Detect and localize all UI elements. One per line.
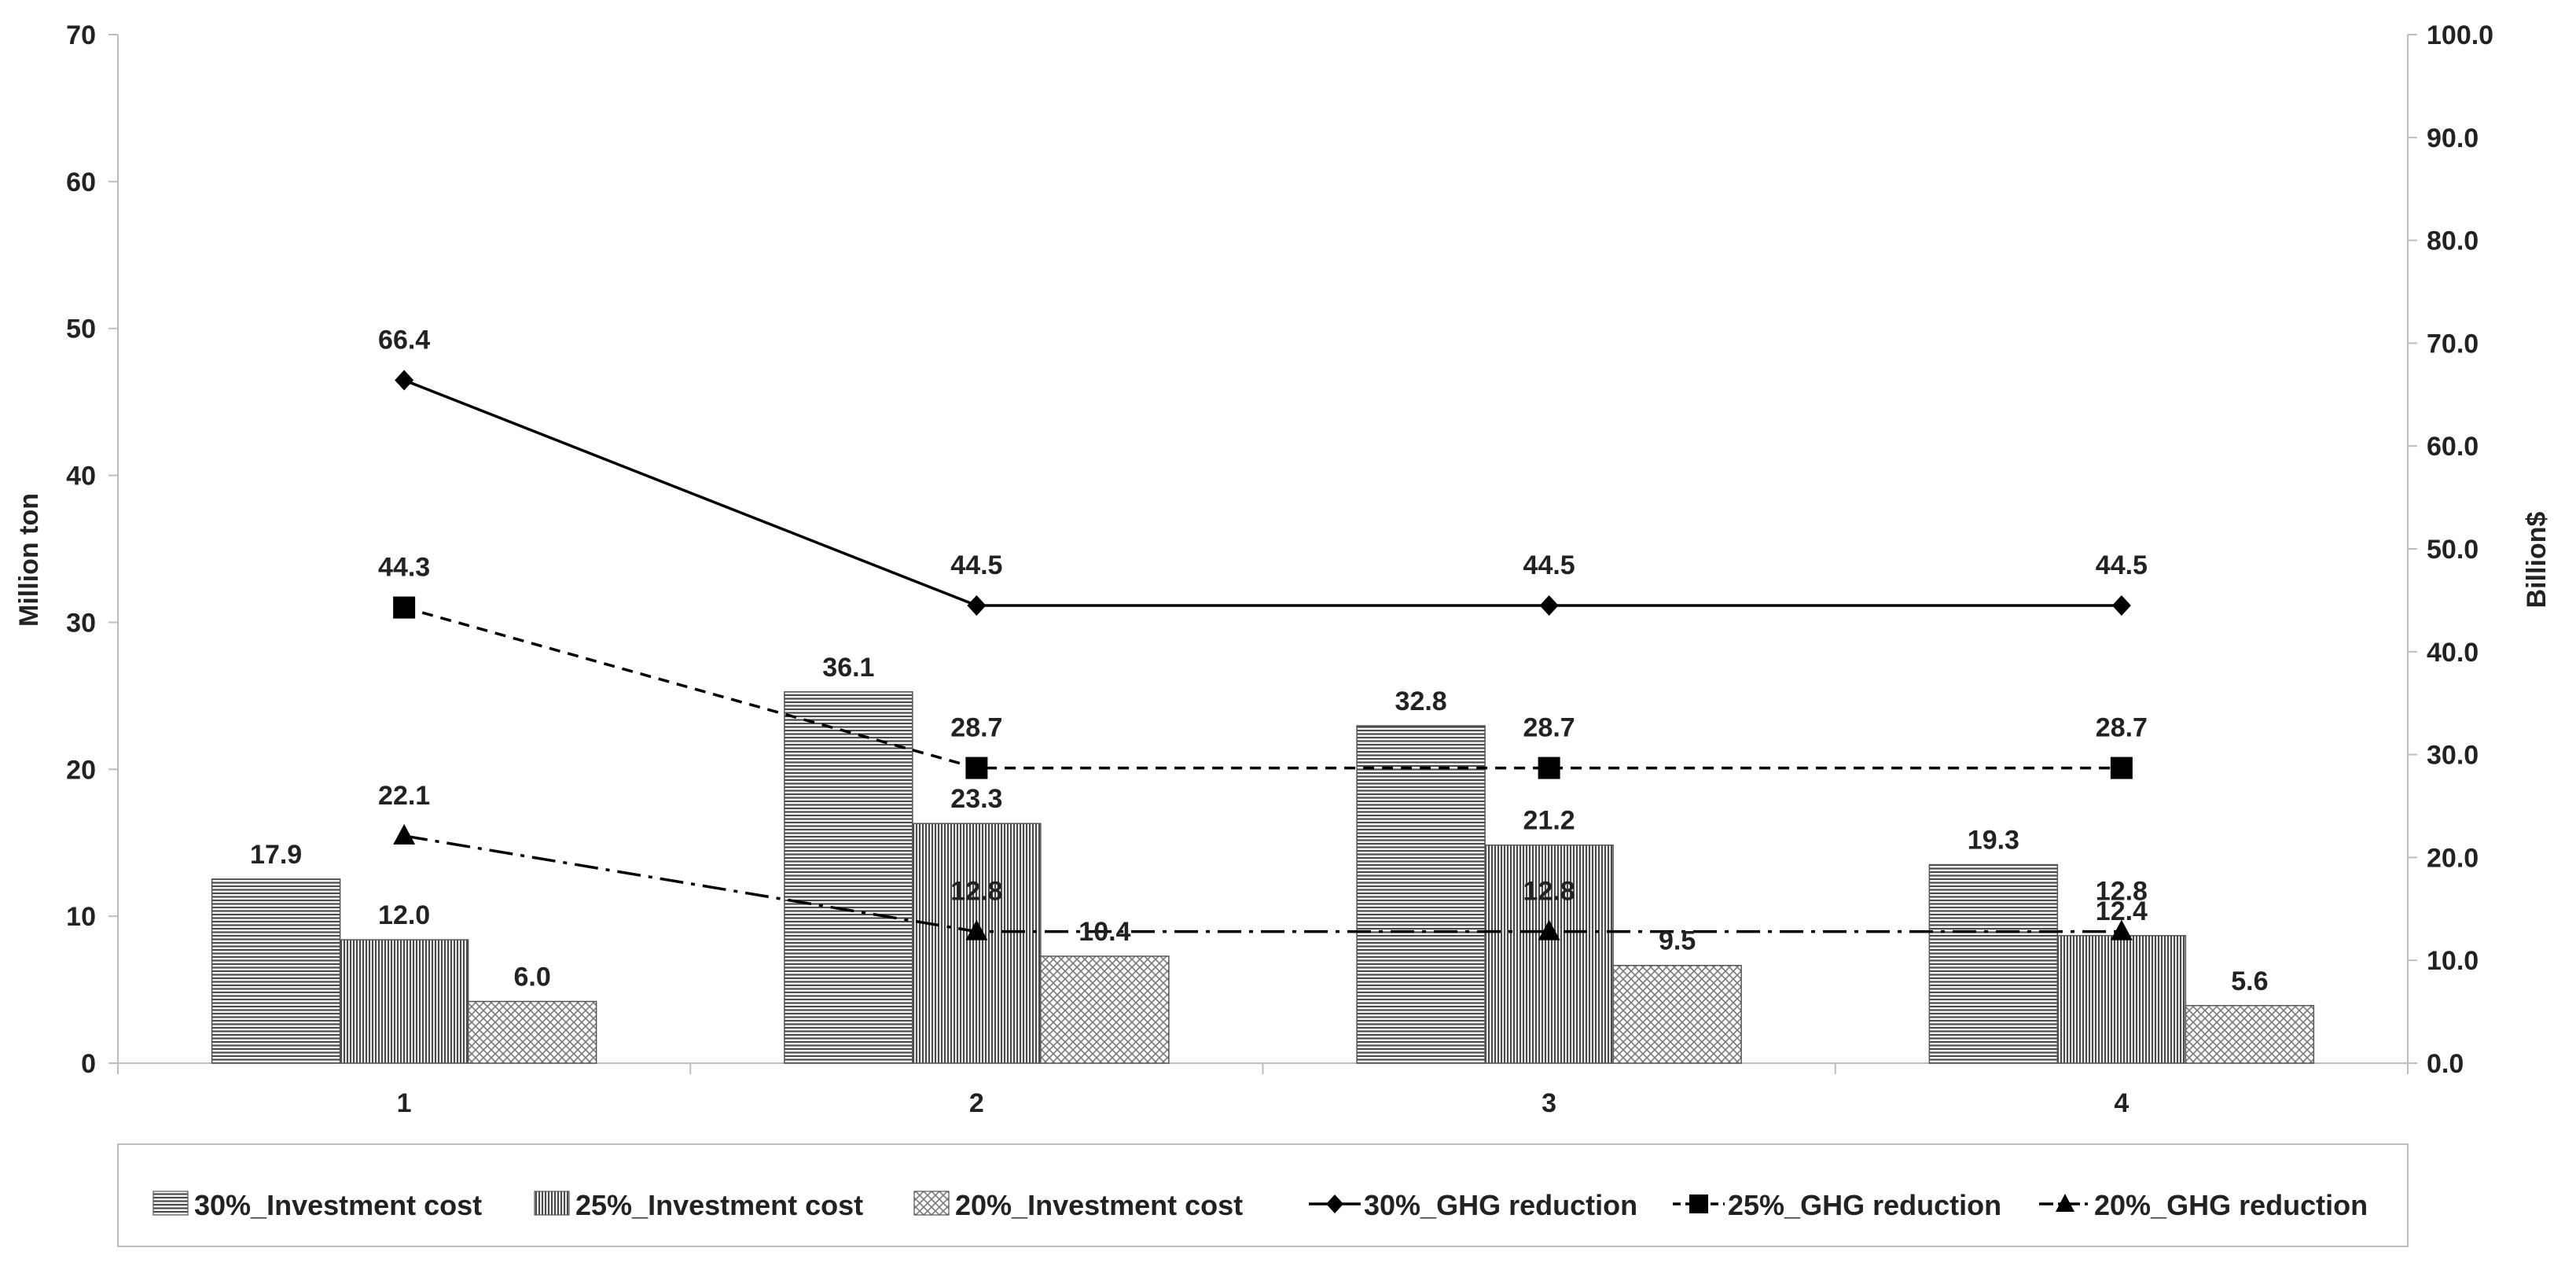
bar-3-4 (2185, 1005, 2315, 1064)
bar-data-label: 12.4 (2096, 896, 2148, 926)
x-axis-tick-label: 4 (2114, 1088, 2129, 1118)
triangle-marker (1538, 919, 1560, 941)
right-axis-tick-label: 50.0 (2427, 535, 2479, 565)
line-data-label: 44.3 (378, 553, 430, 583)
bar-2-3 (1484, 844, 1614, 1064)
x-axis-tick-label: 3 (1542, 1088, 1556, 1118)
legend-label: 30%_Investment cost (194, 1189, 482, 1221)
legend-swatch (913, 1191, 950, 1216)
right-axis-tick-label: 30.0 (2427, 741, 2479, 771)
bar-1-2 (784, 691, 913, 1064)
square-marker (965, 756, 988, 779)
line-series-3 (403, 834, 2122, 933)
line-series-group (393, 370, 2133, 941)
x-axis-tick-label: 1 (397, 1088, 412, 1118)
bar-2-4 (2056, 935, 2187, 1064)
triangle-marker (965, 919, 988, 941)
legend-marker (1326, 1194, 1343, 1213)
right-axis-title: Billion$ (2522, 512, 2552, 609)
legend-box (117, 1143, 2409, 1247)
bar-3-3 (1612, 964, 1742, 1064)
bar-data-label: 5.6 (2231, 966, 2268, 996)
square-marker (2110, 756, 2133, 779)
right-axis-tick-label: 80.0 (2427, 226, 2479, 256)
data-labels-group: 17.9 36.1 32.8 19.3 12.0 23.3 21.2 12.4 6.0 10.4 9… (250, 325, 2268, 996)
legend-label: 25%_Investment cost (575, 1189, 863, 1221)
left-axis-title: Million ton (14, 493, 44, 627)
legend-label: 20%_Investment cost (955, 1189, 1243, 1221)
line-data-label: 44.5 (1523, 550, 1575, 580)
bar-1-4 (1928, 863, 2059, 1064)
legend-label: 30%_GHG reduction (1364, 1189, 1637, 1221)
bar-1-1 (211, 878, 341, 1064)
bar-2-2 (912, 823, 1042, 1064)
bar-data-label: 17.9 (250, 840, 302, 870)
legend-label: 20%_GHG reduction (2094, 1189, 2368, 1221)
bar-data-label: 23.3 (950, 784, 1002, 814)
line-data-label: 44.5 (2096, 550, 2148, 580)
left-axis-tick-label: 60 (66, 167, 96, 197)
left-axis-tick-label: 30 (66, 608, 96, 638)
bar-data-label: 10.4 (1079, 917, 1130, 947)
bar-data-label: 19.3 (1968, 826, 2019, 856)
bar-3-2 (1040, 955, 1170, 1064)
right-axis-tick-label: 70.0 (2427, 329, 2479, 359)
left-axis-tick-label: 10 (66, 902, 96, 932)
legend-marker (2056, 1194, 2074, 1212)
bar-data-label: 12.0 (378, 900, 430, 930)
line-data-label: 28.7 (1523, 713, 1575, 743)
left-axis-tick-label: 0 (81, 1049, 96, 1079)
legend: 30%_Investment cost 25%_Investment cost 20… (117, 1143, 2409, 1247)
diamond-marker (1539, 594, 1559, 616)
triangle-marker (393, 823, 416, 845)
right-axis-tick-label: 90.0 (2427, 123, 2479, 153)
right-axis-tick-label: 60.0 (2427, 432, 2479, 462)
line-data-label: 12.8 (2096, 877, 2148, 907)
left-axis-tick-label: 50 (66, 315, 96, 344)
right-axis-tick-label: 10.0 (2427, 946, 2479, 976)
bar-data-label: 32.8 (1395, 687, 1447, 716)
legend-marker (1689, 1194, 1708, 1213)
legend-label: 25%_GHG reduction (1728, 1189, 2001, 1221)
diamond-marker (2111, 594, 2131, 616)
right-axis-tick-label: 20.0 (2427, 843, 2479, 873)
line-series-2 (403, 606, 2122, 770)
line-data-label: 12.8 (1523, 877, 1575, 907)
bar-series-group (211, 691, 2315, 1064)
left-axis-tick-label: 20 (66, 755, 96, 785)
right-axis-tick-label: 100.0 (2427, 20, 2493, 50)
line-series-1 (403, 378, 2122, 607)
bar-data-label: 21.2 (1523, 806, 1575, 836)
line-data-label: 44.5 (950, 550, 1002, 580)
line-data-label: 28.7 (950, 713, 1002, 743)
left-axis-tick-label: 70 (66, 20, 96, 50)
diamond-marker (967, 594, 987, 616)
legend-swatch (534, 1191, 570, 1216)
legend-swatch (153, 1191, 189, 1216)
bar-data-label: 6.0 (513, 963, 550, 992)
right-axis-tick-label: 0.0 (2427, 1049, 2464, 1079)
bar-data-label: 36.1 (822, 653, 874, 683)
line-data-label: 12.8 (950, 877, 1002, 907)
line-data-label: 28.7 (2096, 713, 2148, 743)
bar-1-3 (1356, 725, 1486, 1064)
left-axis-tick-label: 40 (66, 462, 96, 491)
bar-3-1 (467, 1000, 597, 1064)
line-data-label: 22.1 (378, 781, 430, 811)
bar-data-label: 9.5 (1659, 926, 1696, 956)
square-marker (393, 596, 416, 619)
right-axis-tick-label: 40.0 (2427, 638, 2479, 668)
x-axis-tick-label: 2 (969, 1088, 984, 1118)
line-data-label: 66.4 (378, 325, 430, 355)
diamond-marker (395, 370, 414, 391)
square-marker (1538, 756, 1560, 779)
bar-2-1 (339, 939, 469, 1064)
triangle-marker (2110, 919, 2133, 941)
